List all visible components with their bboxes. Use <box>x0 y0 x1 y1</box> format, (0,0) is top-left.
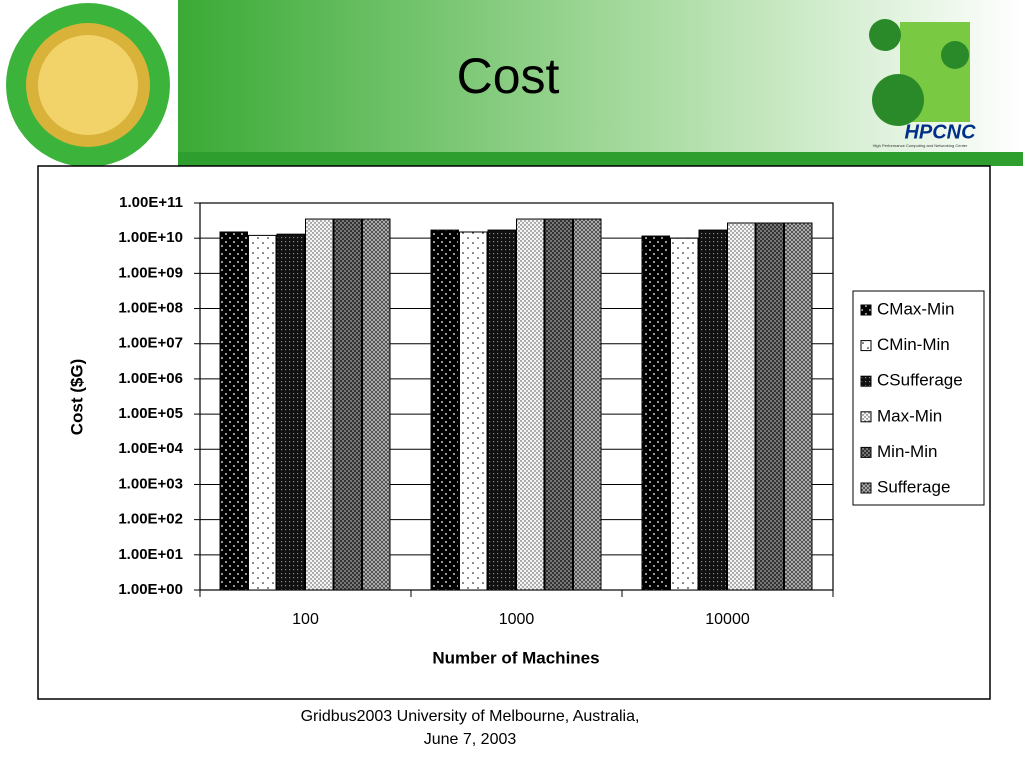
legend-swatch <box>860 411 872 423</box>
x-axis-title: Number of Machines <box>432 648 599 667</box>
y-tick-label: 1.00E+03 <box>118 475 183 492</box>
y-tick-label: 1.00E+02 <box>118 511 183 528</box>
y-tick-label: 1.00E+05 <box>118 405 183 422</box>
y-tick-label: 1.00E+08 <box>118 300 183 317</box>
y-tick-label: 1.00E+06 <box>118 370 183 387</box>
legend-box <box>852 290 985 506</box>
legend: CMax-Min CMin-Min CSufferage Max-Min Min-Min… <box>852 290 985 506</box>
y-tick-label: 1.00E+10 <box>118 229 183 246</box>
seal-logo <box>6 3 170 167</box>
bar <box>459 231 488 591</box>
y-tick-label: 1.00E+00 <box>118 581 183 598</box>
hpcnc-logo: HPCNC High Performance Computing and Net… <box>869 19 976 148</box>
y-tick-label: 1.00E+09 <box>118 264 183 281</box>
legend-swatch <box>860 482 872 494</box>
y-tick-label: 1.00E+11 <box>119 194 183 211</box>
legend-swatch <box>860 446 872 458</box>
bar <box>305 218 334 591</box>
legend-swatch <box>860 375 872 387</box>
logo-text: HPCNC <box>904 121 976 143</box>
bar <box>784 222 813 591</box>
bar <box>670 237 699 591</box>
header-stripe <box>178 152 1023 166</box>
legend-label: CSufferage <box>877 371 963 390</box>
bar <box>333 218 362 591</box>
legend-swatch <box>860 340 872 352</box>
y-tick-label: 1.00E+04 <box>118 440 183 457</box>
legend-label: Sufferage <box>877 477 950 496</box>
x-tick-label: 100 <box>292 611 319 628</box>
bar <box>362 218 391 591</box>
y-axis-title: Cost ($G) <box>67 359 86 436</box>
legend-label: Max-Min <box>877 406 942 425</box>
x-tick-label: 1000 <box>499 611 535 628</box>
bar <box>641 235 670 591</box>
bar <box>430 229 459 591</box>
bar <box>573 218 602 591</box>
bar <box>698 229 727 591</box>
bar <box>755 222 784 591</box>
legend-label: CMax-Min <box>877 299 954 318</box>
bar <box>516 218 545 591</box>
bar <box>727 222 756 591</box>
bar <box>219 231 248 591</box>
bar <box>544 218 573 591</box>
bar <box>487 229 516 591</box>
bar <box>248 234 277 591</box>
legend-label: CMin-Min <box>877 335 950 354</box>
footer-line: Gridbus2003 University of Melbourne, Aus… <box>301 708 640 725</box>
bar <box>276 233 305 591</box>
legend-label: Min-Min <box>877 442 937 461</box>
chart: 1.00E+00 1.00E+01 1.00E+02 1.00E+03 1.00E+04… <box>67 194 985 667</box>
y-tick-label: 1.00E+01 <box>118 546 183 563</box>
slide-title: Cost <box>457 48 560 104</box>
x-tick-label: 10000 <box>705 611 750 628</box>
legend-swatch <box>860 304 872 316</box>
y-tick-label: 1.00E+07 <box>118 335 183 352</box>
logo-caption: High Performance Computing and Networkin… <box>873 143 968 148</box>
footer-line: June 7, 2003 <box>424 731 517 748</box>
